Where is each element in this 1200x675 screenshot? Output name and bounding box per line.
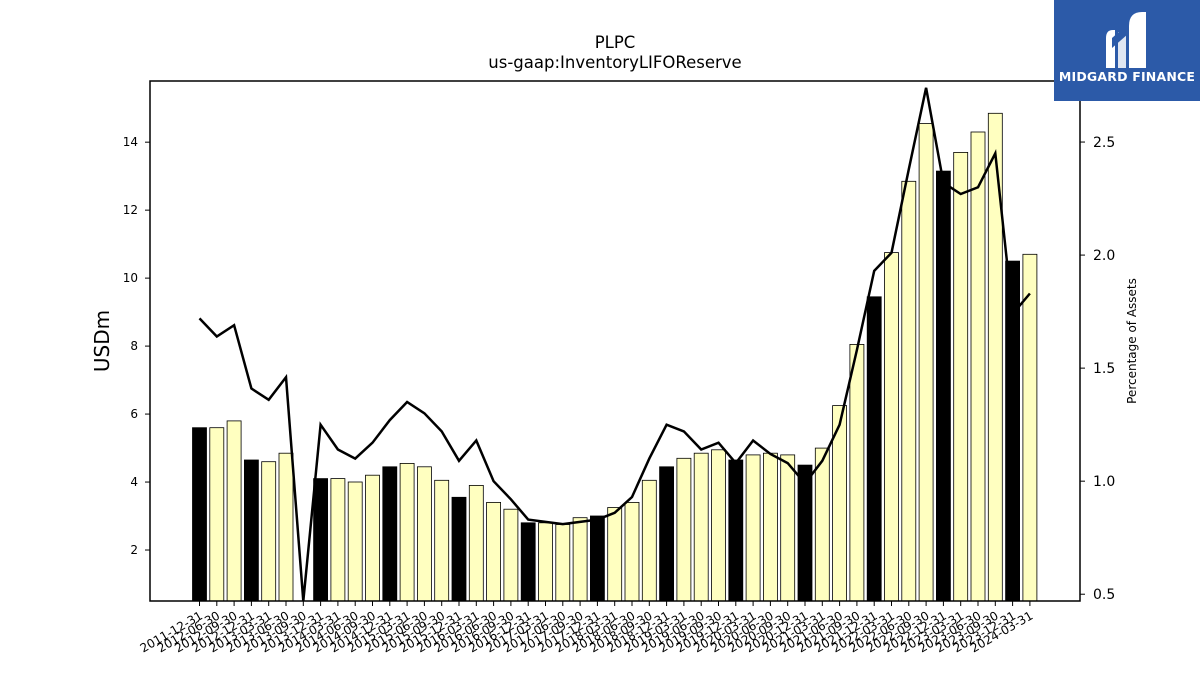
y2-axis-label: Percentage of Assets: [1125, 278, 1139, 404]
plot-frame: [149, 80, 1081, 602]
bar: [987, 112, 1003, 602]
bar: [866, 296, 882, 602]
bar: [365, 474, 380, 602]
brand-logo: MIDGARD FINANCE: [1054, 0, 1200, 101]
bar: [590, 515, 605, 602]
y-tick-label: 14: [123, 135, 138, 149]
bar: [468, 484, 484, 602]
y2-tick-label: 0.5: [1093, 587, 1115, 603]
y2-tick-label: 2.0: [1093, 248, 1115, 264]
bar: [261, 461, 277, 602]
bar: [434, 479, 450, 602]
bar: [607, 507, 623, 602]
bar: [226, 420, 242, 602]
axes-group: 24681012140.51.01.52.02.52011-12-312012-…: [123, 135, 1116, 655]
bar: [313, 478, 329, 602]
y2-tick-label: 2.5: [1093, 135, 1115, 151]
bar: [347, 481, 363, 602]
bar: [572, 517, 588, 602]
bar: [192, 427, 207, 602]
bar: [884, 252, 899, 602]
bar: [797, 464, 813, 602]
bar: [278, 452, 294, 602]
bar: [641, 479, 657, 602]
bar: [399, 462, 415, 602]
line-group: [198, 87, 1031, 602]
bar: [209, 427, 225, 602]
bar: [1022, 253, 1038, 602]
y-tick-label: 4: [130, 475, 138, 489]
bar: [538, 522, 553, 602]
y-tick-label: 8: [130, 339, 138, 353]
bar: [676, 457, 692, 602]
bar: [918, 123, 934, 602]
bar: [659, 466, 674, 602]
bar: [814, 447, 830, 602]
bars-group: [192, 112, 1038, 602]
bar: [624, 501, 640, 602]
bar: [763, 452, 778, 602]
bar: [555, 524, 571, 602]
bar: [970, 131, 986, 602]
bar: [382, 466, 398, 602]
bar: [711, 449, 726, 602]
y-axis-label: USDm: [90, 310, 114, 372]
bar: [901, 180, 917, 602]
y-tick-label: 2: [130, 543, 138, 557]
bar: [849, 343, 865, 602]
bar: [451, 496, 467, 602]
bar: [486, 501, 502, 602]
chart-title: PLPC: [595, 33, 636, 52]
bar: [953, 151, 969, 602]
y-tick-label: 12: [123, 203, 138, 217]
y-tick-label: 10: [123, 271, 138, 285]
logo-mark-icon: [1106, 12, 1146, 68]
bar: [243, 459, 259, 602]
chart-subtitle: us-gaap:InventoryLIFOReserve: [488, 53, 741, 72]
bar: [728, 459, 744, 602]
bar: [416, 466, 432, 602]
series-line: [198, 87, 1031, 602]
bar: [780, 454, 796, 602]
bar: [936, 170, 951, 602]
brand-name: MIDGARD FINANCE: [1058, 69, 1196, 84]
bar: [520, 522, 536, 602]
bar: [745, 454, 761, 602]
y2-tick-label: 1.0: [1093, 474, 1115, 490]
y-tick-label: 6: [130, 407, 138, 421]
y2-tick-label: 1.5: [1093, 361, 1115, 377]
bar: [330, 478, 346, 602]
bar: [503, 508, 519, 602]
bar: [693, 452, 709, 602]
